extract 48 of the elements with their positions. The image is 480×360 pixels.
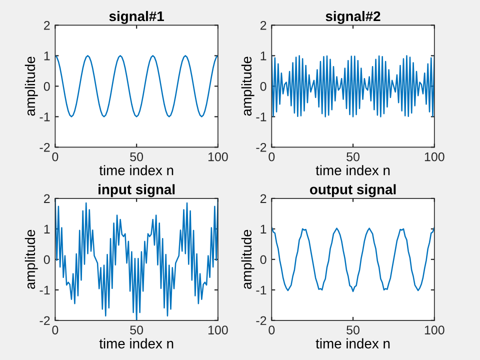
y-axis-title: amplitude xyxy=(24,230,38,289)
y-tick-label: -2 xyxy=(256,142,266,152)
x-tick-label: 0 xyxy=(52,152,58,162)
y-tick-label: 2 xyxy=(260,21,266,30)
y-tick-label: 2 xyxy=(44,194,50,203)
chart-title: input signal xyxy=(98,184,175,198)
y-tick-label: 1 xyxy=(44,52,50,60)
x-tick-label: 50 xyxy=(346,326,360,334)
y-tick-label: 0 xyxy=(260,82,266,91)
x-tick-label: 100 xyxy=(424,326,444,334)
y-tick-label: 2 xyxy=(260,194,266,203)
x-tick-label: 0 xyxy=(268,152,275,162)
y-tick-label: 0 xyxy=(260,255,266,264)
x-axis-title: time index n xyxy=(316,338,390,349)
y-tick-label: -1 xyxy=(256,112,266,122)
x-tick-label: 50 xyxy=(346,152,360,162)
y-tick-label: 2 xyxy=(44,21,50,30)
y-tick-label: -1 xyxy=(40,286,50,294)
y-tick-label: -2 xyxy=(256,316,266,325)
line-series xyxy=(55,198,218,320)
chart-title: signal#2 xyxy=(326,10,380,24)
x-tick-label: 100 xyxy=(424,152,444,162)
y-tick-label: 1 xyxy=(44,224,50,234)
x-tick-label: 50 xyxy=(130,152,144,162)
x-tick-label: 0 xyxy=(52,326,58,334)
x-axis-title: time index n xyxy=(99,338,174,349)
y-tick-label: 0 xyxy=(44,82,50,91)
y-tick-label: 0 xyxy=(44,255,50,264)
y-axis-title: amplitude xyxy=(241,56,254,116)
line-series xyxy=(272,226,434,292)
y-axis-title: amplitude xyxy=(241,230,254,289)
x-tick-label: 50 xyxy=(130,326,144,334)
y-tick-label: 1 xyxy=(260,224,266,234)
y-tick-label: -2 xyxy=(40,142,50,152)
y-tick-label: 1 xyxy=(260,52,266,60)
y-tick-label: -1 xyxy=(256,286,266,294)
x-axis-title: time index n xyxy=(316,165,390,176)
chart-title: output signal xyxy=(310,184,396,198)
y-tick-label: -2 xyxy=(40,316,50,325)
y-axis-title: amplitude xyxy=(24,56,38,116)
x-tick-label: 100 xyxy=(208,152,228,162)
x-tick-label: 100 xyxy=(208,326,228,334)
x-tick-label: 0 xyxy=(268,326,275,334)
y-tick-label: -1 xyxy=(40,112,50,122)
line-series xyxy=(272,55,434,118)
chart-title: signal#1 xyxy=(109,10,164,24)
line-series xyxy=(55,55,218,118)
x-axis-title: time index n xyxy=(99,165,174,176)
